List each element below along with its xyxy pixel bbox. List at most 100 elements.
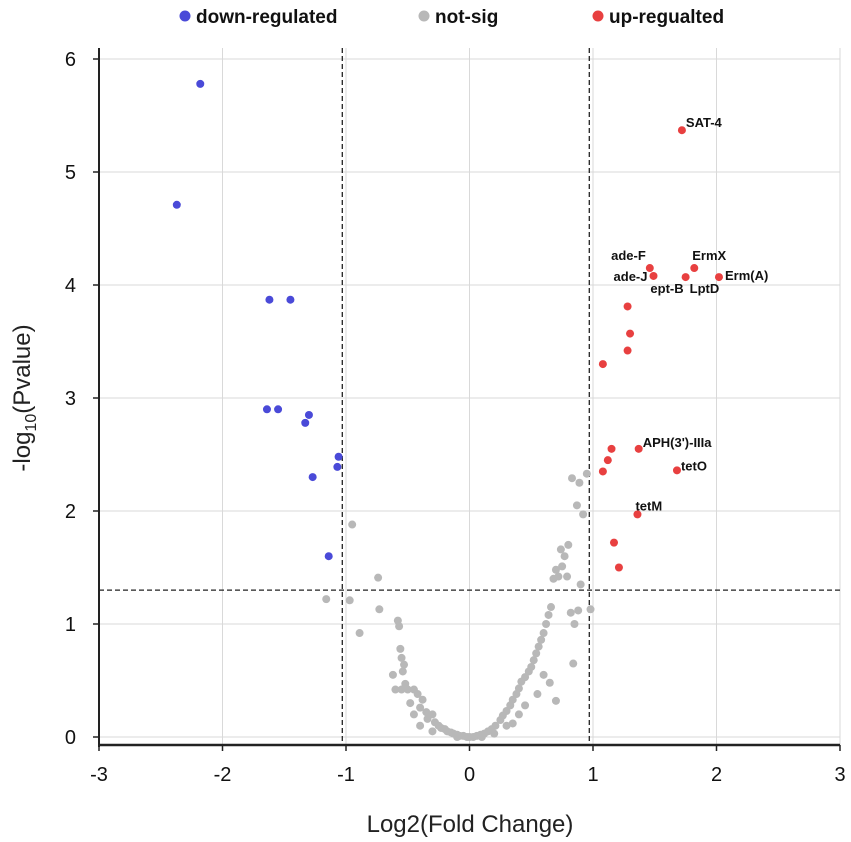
point-notsig (563, 572, 572, 581)
point-up (623, 302, 632, 311)
y-axis-title-rest: (Pvalue) (9, 324, 36, 413)
point-notsig (539, 629, 548, 638)
gene-label: ErmX (692, 248, 726, 263)
x-axis-title: Log2(Fold Change) (367, 811, 574, 838)
point-notsig (388, 670, 397, 679)
legend: down-regulated not-sig up-regualted (179, 7, 724, 28)
point-up (672, 466, 681, 475)
point-notsig (569, 659, 578, 668)
point-up (649, 271, 658, 280)
point-down (324, 552, 333, 561)
point-notsig (537, 635, 546, 644)
y-axis-title-main: -log (9, 432, 36, 472)
point-notsig (413, 690, 422, 699)
point-notsig (502, 707, 511, 716)
point-up (677, 126, 686, 135)
point-notsig (556, 545, 565, 554)
point-notsig (576, 580, 585, 589)
point-up (607, 444, 616, 453)
point-notsig (527, 662, 536, 671)
point-notsig (521, 701, 530, 710)
point-up (623, 346, 632, 355)
y-tick-label: 1 (65, 614, 76, 636)
point-notsig (551, 696, 560, 705)
point-notsig (391, 685, 400, 694)
point-down (308, 473, 317, 482)
point-down (196, 79, 205, 88)
point-down (333, 462, 342, 471)
gene-labels: SAT-4 ade-F ErmX ade-J Erm(A) ept-B LptD APH(3'… (611, 115, 768, 513)
point-notsig (564, 540, 573, 549)
point-up (633, 510, 642, 519)
point-notsig (375, 605, 384, 614)
legend-up-label: up-regualted (609, 7, 724, 28)
point-notsig (397, 685, 406, 694)
point-notsig (322, 595, 331, 604)
point-notsig (542, 620, 551, 628)
point-notsig (397, 653, 406, 662)
point-up (598, 360, 607, 369)
point-notsig (551, 565, 560, 574)
point-notsig (554, 572, 563, 581)
point-notsig (539, 670, 548, 679)
point-notsig (403, 685, 412, 694)
x-tick-label: 3 (834, 764, 845, 786)
x-tick-label: -2 (214, 764, 232, 786)
point-notsig (453, 733, 462, 741)
point-up (645, 264, 654, 273)
point-notsig (418, 695, 427, 704)
point-notsig (570, 620, 579, 628)
point-up (690, 264, 699, 273)
point-notsig (508, 719, 517, 728)
point-notsig (514, 710, 523, 719)
point-notsig (586, 605, 595, 614)
point-notsig (532, 649, 541, 658)
point-down (172, 200, 181, 209)
y-tick-label: 5 (65, 162, 76, 184)
point-down (286, 295, 295, 304)
point-notsig (406, 699, 415, 708)
point-notsig (502, 721, 511, 730)
point-notsig (428, 727, 437, 736)
point-notsig (575, 478, 584, 487)
point-notsig (400, 660, 409, 669)
x-tick-label: 2 (711, 764, 722, 786)
point-notsig (396, 644, 405, 653)
point-notsig (514, 684, 523, 693)
point-notsig (529, 656, 538, 665)
point-up (634, 444, 643, 453)
point-notsig (398, 667, 407, 676)
point-notsig (574, 606, 583, 615)
point-notsig (345, 596, 354, 605)
point-notsig (491, 721, 500, 730)
point-notsig (544, 610, 553, 619)
data-points (172, 79, 723, 741)
point-up (714, 273, 723, 282)
y-tick-label: 4 (65, 275, 76, 297)
x-tick-label: 1 (587, 764, 598, 786)
point-notsig (560, 552, 569, 561)
gene-label: tetO (681, 458, 707, 473)
point-notsig (348, 520, 357, 529)
point-notsig (566, 608, 575, 617)
point-notsig (422, 708, 431, 717)
x-tick-label: 0 (464, 764, 475, 786)
point-notsig (534, 642, 543, 651)
point-notsig (547, 603, 556, 612)
x-tick-label: -3 (90, 764, 108, 786)
axes (93, 48, 841, 751)
gridlines (98, 48, 841, 745)
y-axis-title-sub: 10 (23, 414, 40, 432)
gene-label: Erm(A) (725, 268, 768, 283)
point-notsig (374, 573, 383, 582)
point-notsig (355, 629, 364, 638)
point-notsig (508, 695, 517, 704)
point-notsig (521, 673, 530, 682)
legend-notsig-marker (418, 10, 430, 22)
point-notsig (395, 622, 404, 631)
point-notsig (579, 510, 588, 519)
point-down (262, 405, 271, 414)
y-tick-label: 3 (65, 388, 76, 410)
point-down (274, 405, 283, 414)
